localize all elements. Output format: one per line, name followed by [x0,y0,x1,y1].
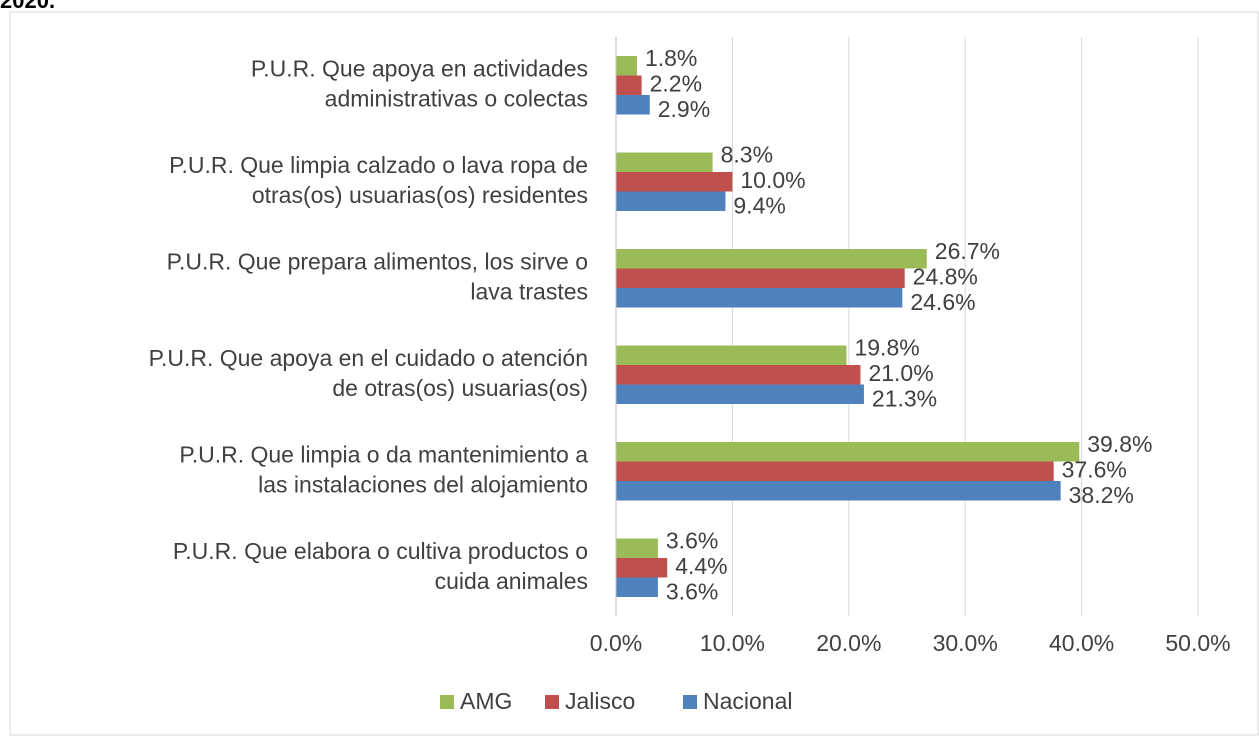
data-label: 37.6% [1062,456,1127,482]
category-label: P.U.R. Que apoya en el cuidado o atenció… [149,345,588,371]
category-label: P.U.R. Que limpia o da mantenimiento a [179,441,588,467]
x-tick-label: 20.0% [816,630,881,656]
bar [616,56,637,76]
data-label: 21.0% [868,360,933,386]
data-label: 39.8% [1087,431,1152,457]
bar [616,384,864,404]
data-label: 2.2% [650,70,702,96]
bar [616,481,1061,501]
bar [616,172,733,192]
bar [616,365,861,385]
data-label: 38.2% [1069,482,1134,508]
bar [616,577,658,597]
bar [616,288,903,308]
bar [616,538,658,558]
x-tick-label: 10.0% [700,630,765,656]
legend-label: Nacional [703,688,793,714]
data-label: 8.3% [721,141,773,167]
x-tick-label: 30.0% [933,630,998,656]
category-label: P.U.R. Que limpia calzado o lava ropa de [169,152,588,178]
data-label: 3.6% [666,527,718,553]
legend-swatch [683,695,697,709]
x-tick-label: 0.0% [590,630,642,656]
category-label: cuida animales [435,568,588,594]
x-tick-label: 50.0% [1165,630,1230,656]
data-label: 1.8% [645,45,697,71]
chart-title: 2020. [0,0,55,13]
bar [616,442,1080,462]
bar [616,95,650,115]
data-label: 10.0% [740,167,805,193]
data-label: 19.8% [854,334,919,360]
category-label: P.U.R. Que prepara alimentos, los sirve … [167,248,588,274]
bar [616,345,847,365]
category-label: las instalaciones del alojamiento [258,471,588,497]
bar [616,268,905,288]
category-label: lava trastes [470,278,588,304]
bar [616,558,668,578]
category-label: P.U.R. Que apoya en actividades [251,55,588,81]
data-label: 3.6% [666,578,718,604]
bar [616,152,713,172]
category-label: de otras(os) usuarias(os) [332,375,588,401]
legend-swatch [545,695,559,709]
category-label: P.U.R. Que elabora o cultiva productos o [173,538,588,564]
bar [616,191,726,211]
legend-swatch [440,695,454,709]
data-label: 21.3% [872,385,937,411]
data-label: 9.4% [733,192,785,218]
bar [616,249,927,269]
bar [616,75,642,95]
legend-label: AMG [460,688,512,714]
category-label: otras(os) usuarias(os) residentes [252,182,588,208]
data-label: 24.8% [913,263,978,289]
data-label: 4.4% [675,553,727,579]
legend-label: Jalisco [565,688,635,714]
data-label: 2.9% [658,96,710,122]
data-label: 24.6% [910,289,975,315]
bar [616,461,1054,481]
x-tick-label: 40.0% [1049,630,1114,656]
category-label: administrativas o colectas [325,85,588,111]
data-label: 26.7% [935,238,1000,264]
